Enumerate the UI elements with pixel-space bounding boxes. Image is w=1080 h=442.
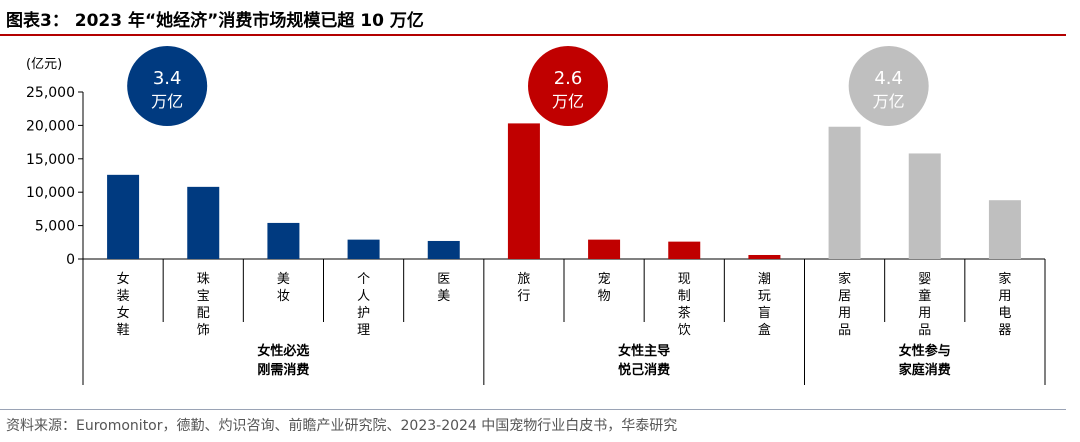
group-label: 刚需消费 bbox=[257, 362, 309, 378]
bar-8 bbox=[668, 241, 701, 259]
bar-9 bbox=[748, 254, 781, 259]
bar-10 bbox=[828, 126, 861, 260]
bar-3 bbox=[267, 222, 300, 259]
footer-divider bbox=[0, 409, 1066, 410]
bar-2 bbox=[187, 186, 220, 259]
group-label: 女性参与 bbox=[899, 343, 951, 359]
group-total-bubble bbox=[127, 46, 208, 126]
category-label: 现制茶饮 bbox=[678, 272, 691, 338]
bar-4 bbox=[347, 239, 380, 259]
bar-1 bbox=[107, 174, 140, 259]
bubble-value: 2.6 bbox=[554, 68, 583, 89]
bubble-unit: 万亿 bbox=[151, 92, 183, 111]
group-label: 悦己消费 bbox=[618, 362, 670, 378]
category-label: 女装女鞋 bbox=[117, 271, 130, 338]
y-tick-label: 15,000 bbox=[26, 152, 75, 168]
category-label: 宠物 bbox=[598, 271, 611, 304]
y-axis-unit-label: (亿元) bbox=[26, 57, 62, 72]
group-total-bubble bbox=[528, 46, 609, 126]
bubble-value: 4.4 bbox=[874, 68, 903, 89]
category-label: 潮玩盲盒 bbox=[758, 272, 771, 338]
category-label: 美妆 bbox=[277, 272, 290, 304]
category-label: 旅行 bbox=[517, 272, 530, 304]
group-label: 女性主导 bbox=[618, 343, 670, 359]
y-tick-label: 5,000 bbox=[35, 219, 75, 235]
group-label: 女性必选 bbox=[257, 343, 309, 359]
title-divider bbox=[0, 34, 1066, 36]
bar-11 bbox=[908, 153, 941, 259]
bar-6 bbox=[507, 123, 540, 259]
group-label: 家庭消费 bbox=[899, 362, 951, 378]
figure-title: 图表3： 2023 年“她经济”消费市场规模已超 10 万亿 bbox=[6, 11, 424, 31]
category-label: 婴童用品 bbox=[918, 272, 931, 338]
y-tick-label: 0 bbox=[66, 252, 75, 268]
y-tick-label: 25,000 bbox=[26, 85, 75, 101]
source-note: 资料来源：Euromonitor，德勤、灼识咨询、前瞻产业研究院、2023-20… bbox=[6, 418, 678, 434]
category-label: 家居用品 bbox=[838, 271, 851, 338]
bubble-unit: 万亿 bbox=[873, 92, 905, 111]
y-tick-label: 20,000 bbox=[26, 118, 75, 134]
category-label: 医美 bbox=[437, 272, 450, 304]
bar-7 bbox=[588, 239, 621, 259]
category-label: 个人护理 bbox=[357, 272, 370, 338]
bar-12 bbox=[988, 200, 1021, 259]
bubble-value: 3.4 bbox=[153, 68, 182, 89]
bubble-unit: 万亿 bbox=[552, 92, 584, 111]
category-label: 珠宝配饰 bbox=[197, 272, 210, 338]
bar-5 bbox=[427, 240, 460, 259]
group-total-bubble bbox=[848, 46, 929, 126]
category-label: 家用电器 bbox=[998, 271, 1011, 338]
y-tick-label: 10,000 bbox=[26, 185, 75, 201]
